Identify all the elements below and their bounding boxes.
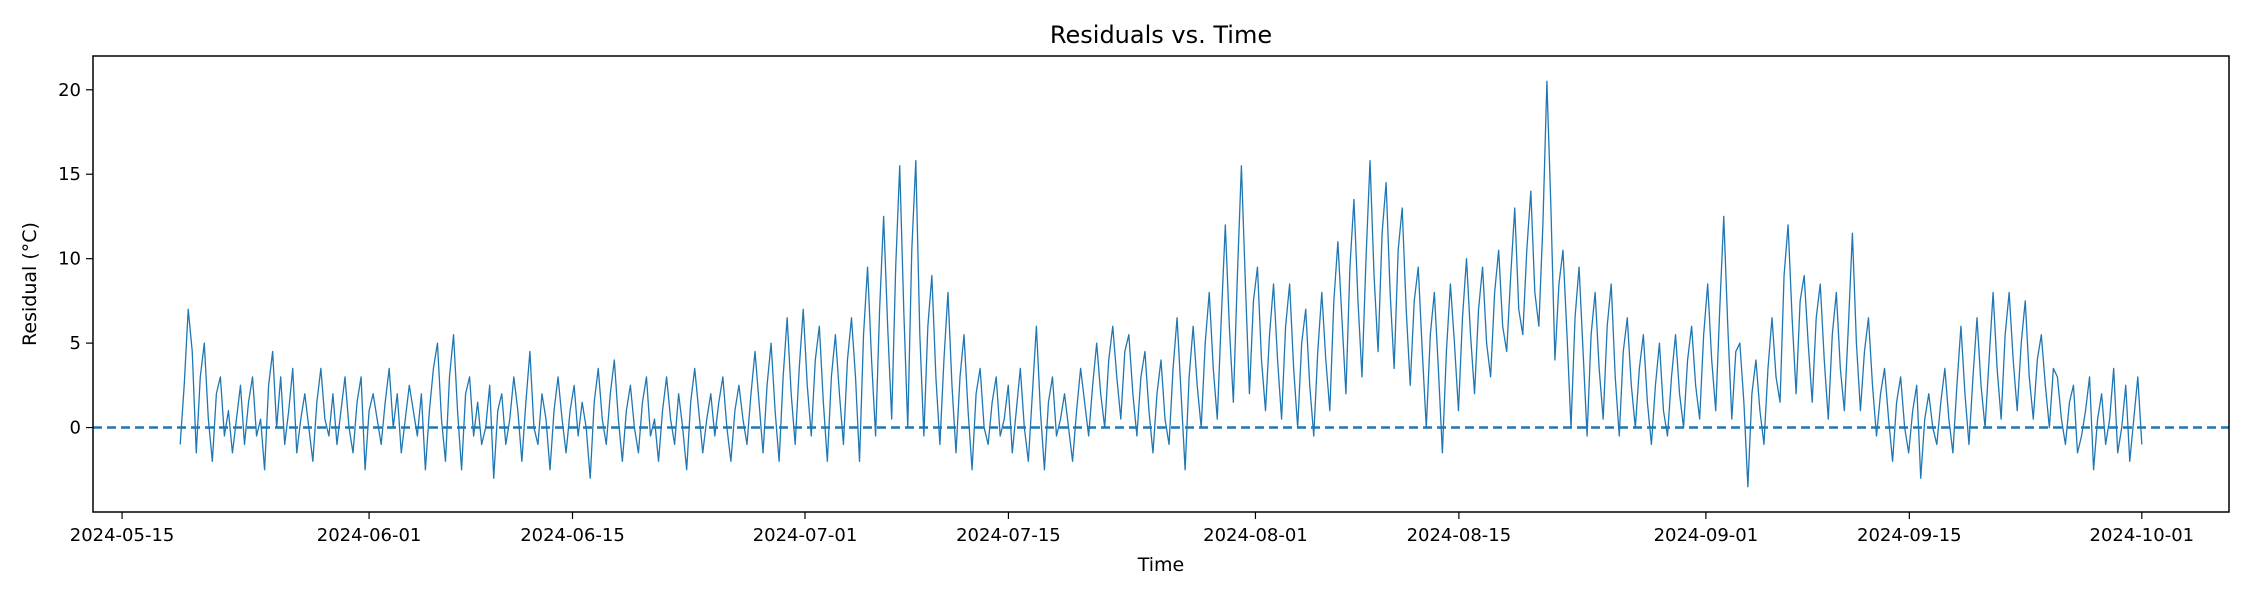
x-tick-label: 2024-05-15 bbox=[70, 525, 175, 546]
x-tick-label: 2024-07-15 bbox=[956, 525, 1061, 546]
x-tick-label: 2024-07-01 bbox=[753, 525, 858, 546]
x-tick-label: 2024-08-15 bbox=[1407, 525, 1512, 546]
x-tick-label: 2024-08-01 bbox=[1203, 525, 1308, 546]
y-tick-label: 10 bbox=[58, 249, 81, 270]
series-line-0 bbox=[179, 80, 2143, 488]
y-tick-label: 5 bbox=[70, 333, 81, 354]
x-axis-label: Time bbox=[1137, 554, 1185, 576]
y-tick-label: 15 bbox=[58, 164, 81, 185]
x-tick-label: 2024-06-15 bbox=[520, 525, 625, 546]
x-axis: 2024-05-15 2024-06-01 2024-06-15 2024-07-01… bbox=[70, 512, 2194, 546]
x-tick-label: 2024-10-01 bbox=[2090, 525, 2195, 546]
x-tick-label: 2024-09-15 bbox=[1857, 525, 1962, 546]
x-tick-label: 2024-06-01 bbox=[317, 525, 422, 546]
x-tick-label: 2024-09-01 bbox=[1654, 525, 1759, 546]
y-axis-label: Residual (°C) bbox=[19, 222, 41, 346]
plot-frame bbox=[92, 55, 2230, 513]
plot-area bbox=[93, 80, 2229, 488]
y-axis: 0 5 10 15 20 bbox=[58, 80, 93, 439]
y-tick-label: 0 bbox=[70, 418, 81, 439]
chart-title: Residuals vs. Time bbox=[1050, 21, 1272, 49]
y-tick-label: 20 bbox=[58, 80, 81, 101]
